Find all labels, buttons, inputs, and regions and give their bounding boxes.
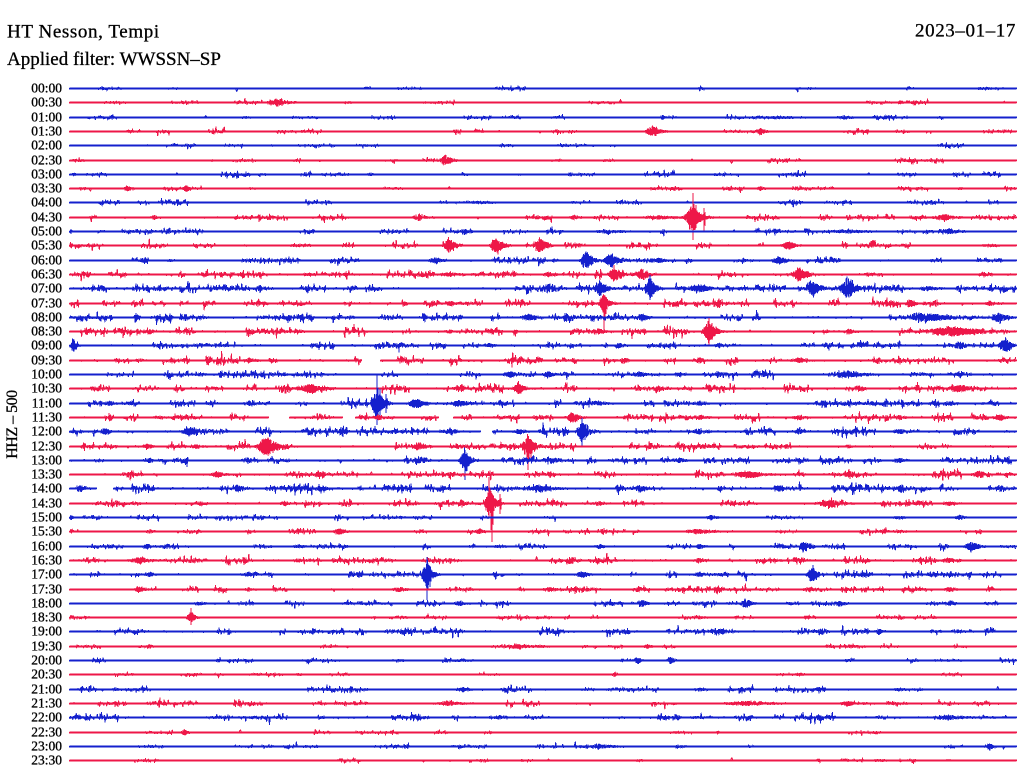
svg-text:01:30: 01:30 <box>31 124 62 139</box>
svg-text:05:00: 05:00 <box>31 224 62 239</box>
svg-text:09:30: 09:30 <box>31 353 62 368</box>
svg-text:09:00: 09:00 <box>31 338 62 353</box>
svg-text:17:30: 17:30 <box>31 582 62 597</box>
svg-text:06:00: 06:00 <box>31 253 62 268</box>
svg-text:14:30: 14:30 <box>31 496 62 511</box>
svg-text:15:00: 15:00 <box>31 510 62 525</box>
svg-text:17:00: 17:00 <box>31 567 62 582</box>
svg-text:04:00: 04:00 <box>31 195 62 210</box>
svg-text:22:30: 22:30 <box>31 725 62 740</box>
svg-text:08:00: 08:00 <box>31 310 62 325</box>
svg-text:18:30: 18:30 <box>31 610 62 625</box>
svg-text:10:30: 10:30 <box>31 381 62 396</box>
svg-text:18:00: 18:00 <box>31 596 62 611</box>
svg-text:13:30: 13:30 <box>31 467 62 482</box>
svg-text:2023–01–17: 2023–01–17 <box>915 21 1016 42</box>
svg-text:00:00: 00:00 <box>31 81 62 96</box>
svg-text:16:30: 16:30 <box>31 553 62 568</box>
svg-text:15:30: 15:30 <box>31 524 62 539</box>
svg-text:12:30: 12:30 <box>31 439 62 454</box>
svg-text:02:30: 02:30 <box>31 153 62 168</box>
svg-text:07:00: 07:00 <box>31 281 62 296</box>
svg-text:23:30: 23:30 <box>31 753 62 768</box>
svg-text:03:00: 03:00 <box>31 167 62 182</box>
svg-text:00:30: 00:30 <box>31 95 62 110</box>
svg-text:03:30: 03:30 <box>31 181 62 196</box>
svg-text:19:30: 19:30 <box>31 639 62 654</box>
svg-text:11:00: 11:00 <box>32 396 62 411</box>
svg-text:22:00: 22:00 <box>31 710 62 725</box>
svg-text:11:30: 11:30 <box>32 410 62 425</box>
svg-text:HHZ – 500: HHZ – 500 <box>4 390 21 459</box>
svg-text:HT Nesson, Tempi: HT Nesson, Tempi <box>7 21 160 42</box>
svg-text:10:00: 10:00 <box>31 367 62 382</box>
svg-text:04:30: 04:30 <box>31 210 62 225</box>
svg-text:05:30: 05:30 <box>31 238 62 253</box>
svg-text:02:00: 02:00 <box>31 138 62 153</box>
svg-text:21:00: 21:00 <box>31 682 62 697</box>
svg-text:01:00: 01:00 <box>31 110 62 125</box>
svg-text:07:30: 07:30 <box>31 296 62 311</box>
svg-text:13:00: 13:00 <box>31 453 62 468</box>
svg-text:16:00: 16:00 <box>31 539 62 554</box>
svg-text:Applied filter: WWSSN–SP: Applied filter: WWSSN–SP <box>7 49 221 70</box>
svg-text:06:30: 06:30 <box>31 267 62 282</box>
svg-text:21:30: 21:30 <box>31 696 62 711</box>
svg-text:14:00: 14:00 <box>31 481 62 496</box>
svg-text:19:00: 19:00 <box>31 624 62 639</box>
svg-text:12:00: 12:00 <box>31 424 62 439</box>
svg-text:08:30: 08:30 <box>31 324 62 339</box>
svg-text:23:00: 23:00 <box>31 739 62 754</box>
svg-text:20:00: 20:00 <box>31 653 62 668</box>
svg-text:20:30: 20:30 <box>31 667 62 682</box>
